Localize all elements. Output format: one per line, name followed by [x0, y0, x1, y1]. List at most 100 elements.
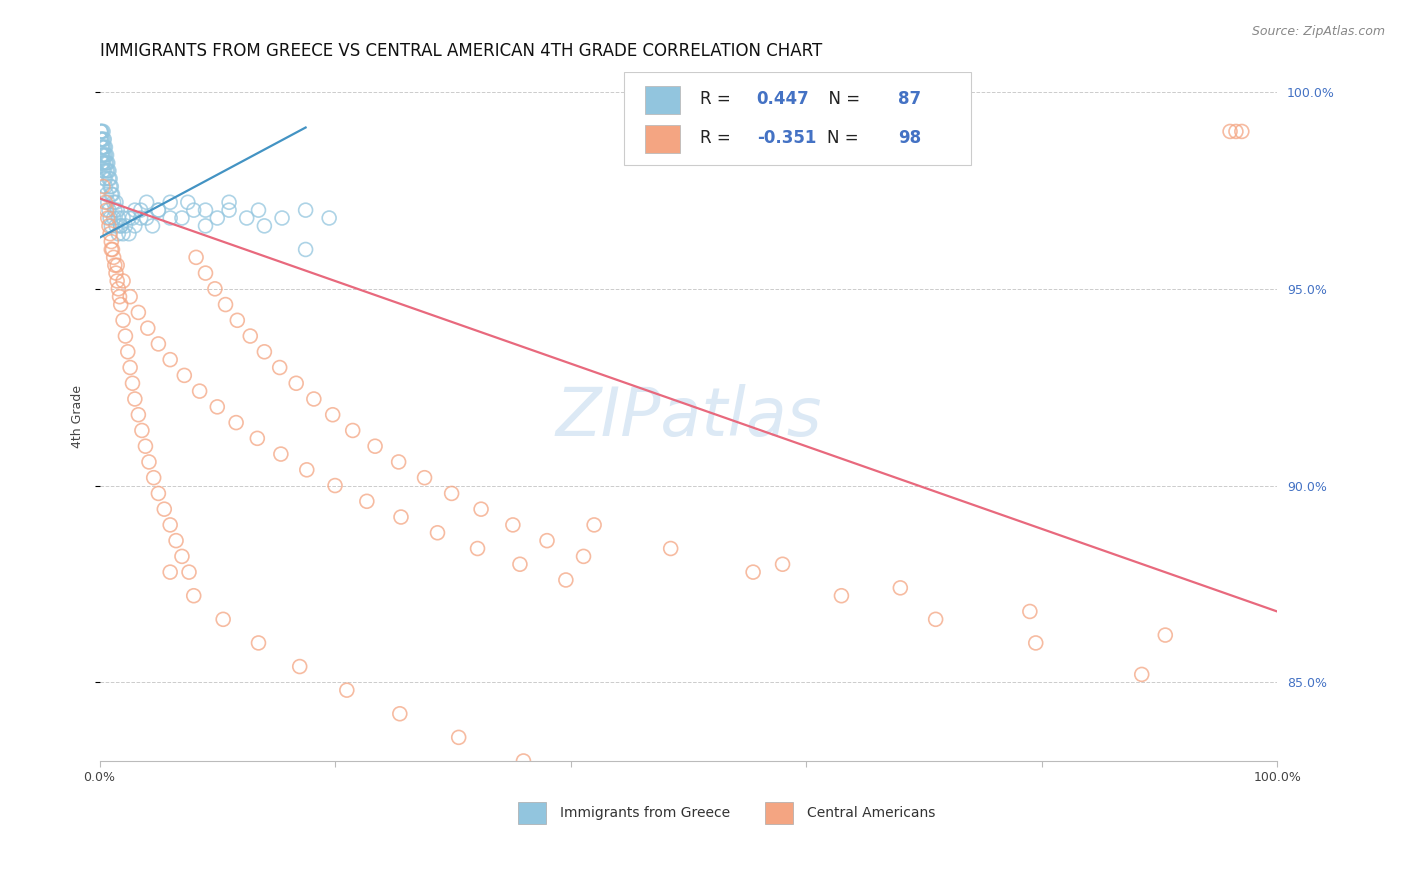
- Point: [90, 140, 112, 154]
- Point: [323, 478, 346, 492]
- Point: [1219, 124, 1241, 138]
- Point: [93, 163, 115, 178]
- Point: [218, 195, 240, 210]
- Point: [159, 517, 181, 532]
- Point: [104, 258, 127, 272]
- Text: N =: N =: [818, 89, 865, 108]
- Point: [91, 163, 114, 178]
- Text: Immigrants from Greece: Immigrants from Greece: [560, 805, 730, 820]
- Point: [165, 533, 187, 548]
- Point: [271, 211, 294, 225]
- Point: [98, 227, 121, 241]
- Point: [131, 424, 153, 438]
- Point: [194, 203, 217, 218]
- Point: [96, 163, 118, 178]
- Point: [90, 124, 112, 138]
- Point: [218, 203, 240, 218]
- Text: 98: 98: [898, 128, 921, 147]
- Point: [194, 219, 217, 233]
- Point: [512, 754, 534, 768]
- Point: [440, 486, 463, 500]
- Point: [141, 219, 163, 233]
- Point: [285, 376, 308, 391]
- Point: [105, 219, 128, 233]
- Point: [96, 148, 118, 162]
- Point: [98, 179, 121, 194]
- Point: [188, 384, 211, 398]
- Text: 87: 87: [898, 89, 921, 108]
- Point: [124, 392, 146, 406]
- Point: [94, 195, 117, 210]
- Point: [148, 486, 170, 500]
- Text: Source: ZipAtlas.com: Source: ZipAtlas.com: [1251, 25, 1385, 38]
- Point: [110, 219, 132, 233]
- Point: [148, 203, 170, 218]
- Point: [105, 203, 128, 218]
- Point: [214, 297, 236, 311]
- Point: [159, 211, 181, 225]
- Point: [129, 203, 152, 218]
- Point: [97, 171, 120, 186]
- Point: [138, 455, 160, 469]
- Point: [112, 274, 135, 288]
- Point: [90, 148, 112, 162]
- Point: [94, 148, 117, 162]
- Point: [97, 163, 120, 178]
- Point: [91, 132, 114, 146]
- Point: [117, 344, 139, 359]
- FancyBboxPatch shape: [645, 87, 681, 114]
- Point: [97, 219, 120, 233]
- Point: [93, 140, 115, 154]
- Point: [924, 612, 946, 626]
- Point: [97, 156, 120, 170]
- Point: [107, 227, 129, 241]
- Point: [388, 455, 411, 469]
- Point: [742, 565, 765, 579]
- Point: [413, 471, 436, 485]
- Text: IMMIGRANTS FROM GREECE VS CENTRAL AMERICAN 4TH GRADE CORRELATION CHART: IMMIGRANTS FROM GREECE VS CENTRAL AMERIC…: [100, 42, 821, 60]
- Point: [120, 290, 142, 304]
- Point: [94, 179, 117, 194]
- Point: [127, 408, 149, 422]
- Point: [247, 203, 270, 218]
- Point: [90, 140, 112, 154]
- Point: [502, 517, 524, 532]
- Point: [212, 612, 235, 626]
- Point: [170, 549, 193, 564]
- Point: [322, 408, 344, 422]
- FancyBboxPatch shape: [645, 126, 681, 153]
- Point: [105, 258, 128, 272]
- Point: [93, 148, 115, 162]
- Point: [124, 219, 146, 233]
- Point: [97, 211, 120, 225]
- Point: [103, 251, 125, 265]
- Point: [470, 502, 492, 516]
- Point: [447, 731, 470, 745]
- Y-axis label: 4th Grade: 4th Grade: [72, 385, 84, 448]
- Point: [118, 227, 141, 241]
- Point: [129, 211, 152, 225]
- FancyBboxPatch shape: [517, 802, 546, 823]
- Point: [1025, 636, 1047, 650]
- Point: [97, 203, 120, 218]
- Point: [1225, 124, 1247, 138]
- Point: [159, 565, 181, 579]
- Point: [110, 297, 132, 311]
- Point: [105, 274, 128, 288]
- Point: [159, 195, 181, 210]
- Point: [389, 510, 412, 524]
- Point: [159, 352, 181, 367]
- Point: [105, 266, 128, 280]
- Point: [247, 636, 270, 650]
- Point: [97, 195, 120, 210]
- Text: -0.351: -0.351: [756, 128, 815, 147]
- Point: [772, 558, 794, 572]
- Point: [91, 179, 114, 194]
- Point: [110, 219, 132, 233]
- Point: [342, 424, 364, 438]
- FancyBboxPatch shape: [765, 802, 793, 823]
- Point: [134, 439, 156, 453]
- Point: [659, 541, 682, 556]
- Point: [554, 573, 576, 587]
- Point: [183, 203, 205, 218]
